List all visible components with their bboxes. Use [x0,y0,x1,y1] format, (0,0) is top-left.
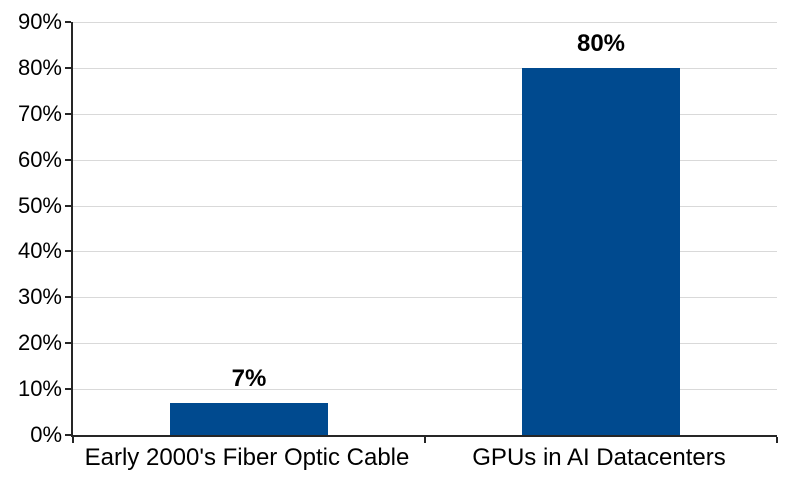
y-axis-tick [65,113,71,115]
x-axis-tick [72,437,74,443]
plot-area: 7% 80% [65,21,778,443]
x-axis-tick [424,437,426,443]
gridline [73,160,777,161]
y-axis-tick [65,388,71,390]
y-axis-tick [65,21,71,23]
y-axis-tick [65,67,71,69]
y-axis-tick-label: 30% [17,284,62,309]
bar-1 [170,403,328,435]
y-axis-tick-label: 20% [17,330,62,355]
y-axis-tick [65,342,71,344]
gridline [73,22,777,23]
y-axis-tick-label: 10% [17,376,62,401]
x-axis-category-label: GPUs in AI Datacenters [472,444,726,471]
y-axis-tick-label: 60% [17,147,62,172]
y-axis-tick-label: 40% [17,238,62,263]
gridline [73,68,777,69]
y-axis-tick [65,296,71,298]
x-axis-category-label: Early 2000's Fiber Optic Cable [84,444,410,471]
y-axis-tick-label: 80% [17,55,62,80]
y-axis-tick-label: 50% [17,193,62,218]
y-axis-tick [65,205,71,207]
gridline [73,114,777,115]
y-axis-tick-label: 90% [17,9,62,34]
bar-2 [522,68,680,435]
gridline [73,297,777,298]
y-axis-tick [65,250,71,252]
gridline [73,206,777,207]
bar-value-label: 7% [231,365,267,392]
y-axis-tick-label: 0% [30,422,62,447]
bar-value-label: 80% [576,30,626,57]
y-axis-tick-label: 70% [17,101,62,126]
gridline [73,251,777,252]
y-axis-tick [65,159,71,161]
x-axis-tick [776,437,778,443]
y-axis-tick [65,434,71,436]
gridline [73,389,777,390]
gridline [73,343,777,344]
